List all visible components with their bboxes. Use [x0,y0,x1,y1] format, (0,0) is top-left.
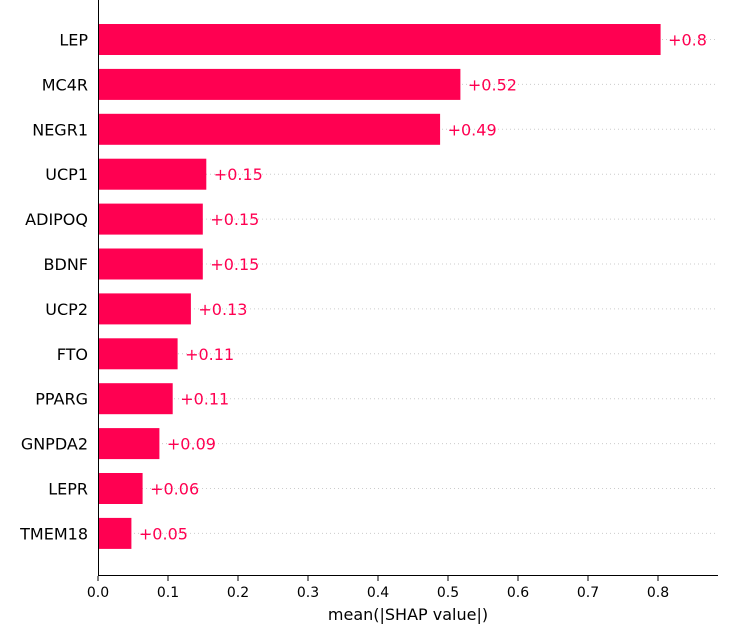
bar-bdnf [98,248,203,280]
category-label: MC4R [42,75,88,94]
value-label: +0.11 [185,345,234,364]
x-tick-label: 0.2 [227,585,249,601]
grid-lines [98,39,718,534]
bar-pparg [98,383,173,415]
category-label: LEPR [48,480,88,499]
category-label: UCP2 [45,300,88,319]
x-tick-label: 0.8 [647,585,669,601]
bars: LEP +0.8 MC4R +0.52 NEGR1 +0.49 UCP1 +0.15 ADIPO… [19,24,707,549]
x-tick-label: 0.7 [577,585,599,601]
value-label: +0.15 [214,165,263,184]
x-ticks: 0.0 0.1 0.2 0.3 0.4 0.5 0.6 0.7 0.8 [87,576,669,601]
x-tick-label: 0.5 [437,585,459,601]
value-label: +0.13 [198,300,247,319]
bar-fto [98,338,178,370]
bar-gnpda2 [98,428,160,460]
value-label: +0.05 [139,524,188,543]
category-label: PPARG [35,390,88,409]
value-label: +0.15 [210,255,259,274]
category-label: LEP [59,31,88,50]
category-label: GNPDA2 [21,435,88,454]
value-label: +0.49 [448,120,497,139]
x-tick-label: 0.1 [157,585,179,601]
bar-tmem18 [98,517,132,549]
bar-negr1 [98,113,441,145]
value-label: +0.09 [167,435,216,454]
category-label: BDNF [44,255,88,274]
value-label: +0.15 [210,210,259,229]
x-tick-label: 0.4 [367,585,389,601]
category-label: ADIPOQ [25,210,88,229]
category-label: FTO [57,345,88,364]
bar-ucp1 [98,158,207,190]
axes [98,0,718,576]
value-label: +0.06 [150,480,199,499]
bar-mc4r [98,68,461,100]
value-label: +0.52 [468,75,517,94]
bar-lepr [98,473,143,504]
category-label: TMEM18 [19,524,88,543]
bar-adipoq [98,203,203,235]
x-tick-label: 0.0 [87,585,109,601]
x-tick-label: 0.3 [297,585,319,601]
x-axis-title: mean(|SHAP value|) [328,605,488,624]
bar-lep [98,24,661,55]
value-label: +0.8 [668,31,707,50]
category-label: UCP1 [45,165,88,184]
category-label: NEGR1 [32,120,88,139]
x-tick-label: 0.6 [507,585,529,601]
value-label: +0.11 [180,390,229,409]
bar-ucp2 [98,293,191,325]
